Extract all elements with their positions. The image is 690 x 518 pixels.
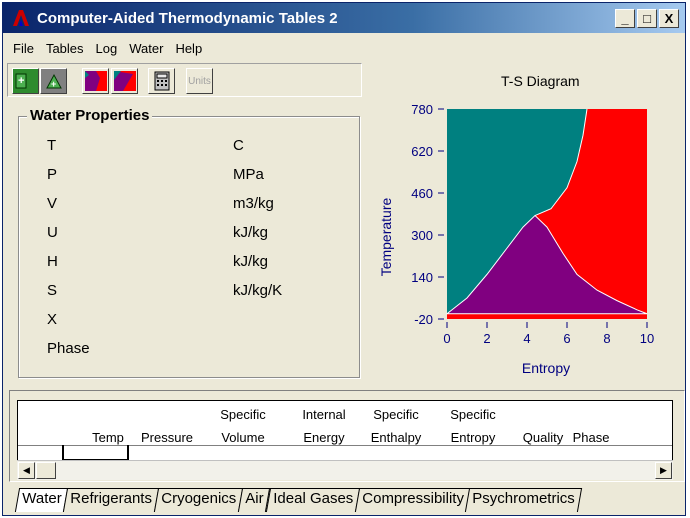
- log-panel: [9, 390, 685, 482]
- scroll-thumb[interactable]: [36, 462, 56, 479]
- tab-water[interactable]: Water: [14, 488, 69, 512]
- selected-cell[interactable]: [62, 445, 129, 460]
- menu-water[interactable]: Water: [129, 40, 164, 56]
- water-properties-panel: [18, 116, 360, 378]
- x-tick-label: 0: [443, 331, 450, 346]
- close-button[interactable]: X: [659, 8, 679, 28]
- add-cycle-icon[interactable]: +: [40, 68, 67, 94]
- x-tick-label: 10: [640, 331, 654, 346]
- menu-tables[interactable]: Tables: [45, 40, 84, 56]
- x-tick-label: 4: [523, 331, 530, 346]
- svg-text:+: +: [51, 79, 56, 89]
- y-tick-label: 620: [411, 144, 433, 159]
- header-volume-top: Specific: [220, 407, 266, 422]
- ph-diagram-icon[interactable]: [111, 68, 138, 94]
- prop-unit-v: m3/kg: [233, 195, 274, 212]
- scroll-left-arrow-icon[interactable]: ◀: [18, 462, 35, 479]
- y-tick-label: -20: [414, 312, 433, 327]
- prop-label-u: U: [47, 224, 58, 241]
- saturation-boundary-line: [534, 108, 588, 217]
- two-phase-dome: [445, 214, 648, 315]
- calculator-icon[interactable]: [148, 68, 175, 94]
- header-energy-top: Internal: [302, 407, 346, 422]
- tab-psychrometrics[interactable]: Psychrometrics: [465, 488, 582, 512]
- add-state-icon[interactable]: +: [12, 68, 39, 94]
- water-properties-title: Water Properties: [27, 107, 153, 124]
- header-enthalpy-top: Specific: [373, 407, 419, 422]
- chart-title: T-S Diagram: [501, 73, 580, 89]
- y-tick-label: 140: [411, 270, 433, 285]
- menu-help[interactable]: Help: [175, 40, 203, 56]
- tab-cryogenics[interactable]: Cryogenics: [154, 488, 244, 512]
- menu-file[interactable]: File: [13, 40, 34, 56]
- header-temp[interactable]: Temp: [92, 430, 124, 445]
- header-enthalpy[interactable]: Enthalpy: [370, 430, 422, 445]
- tab-ideal-gases[interactable]: Ideal Gases: [265, 488, 360, 512]
- maximize-button[interactable]: □: [637, 8, 657, 28]
- ts-diagram[interactable]: 780 620 460 300 140 -20 0 2 4 6 8 10 Temperature E…: [373, 97, 673, 387]
- prop-unit-t: C: [233, 137, 244, 154]
- header-entropy-top: Specific: [450, 407, 496, 422]
- menu-log[interactable]: Log: [95, 40, 118, 56]
- y-axis-label: Temperature: [378, 197, 394, 276]
- prop-label-phase: Phase: [47, 340, 90, 357]
- minimize-button[interactable]: _: [615, 8, 635, 28]
- toolbar: + + Units: [7, 63, 362, 97]
- x-tick-label: 2: [483, 331, 490, 346]
- svg-text:+: +: [18, 75, 24, 87]
- y-tick-label: 460: [411, 186, 433, 201]
- title-bar: Computer-Aided Thermodynamic Tables 2 _ …: [3, 3, 685, 33]
- header-energy[interactable]: Energy: [303, 430, 345, 445]
- y-tick-label: 300: [411, 228, 433, 243]
- horizontal-scrollbar[interactable]: ◀ ▶: [17, 460, 673, 480]
- tab-strip: Water Refrigerants Cryogenics Air Ideal …: [14, 488, 582, 512]
- header-volume[interactable]: Volume: [221, 430, 265, 445]
- prop-label-p: P: [47, 166, 58, 183]
- ts-diagram-icon[interactable]: [82, 68, 109, 94]
- prop-unit-h: kJ/kg: [233, 253, 269, 270]
- header-phase[interactable]: Phase: [572, 430, 610, 445]
- header-pressure[interactable]: Pressure: [140, 430, 194, 445]
- tab-compressibility[interactable]: Compressibility: [354, 488, 471, 512]
- scroll-right-arrow-icon[interactable]: ▶: [655, 462, 672, 479]
- x-axis-label: Entropy: [522, 360, 570, 376]
- app-logo-icon: [13, 10, 29, 26]
- prop-unit-s: kJ/kg/K: [233, 282, 283, 299]
- units-button[interactable]: Units: [186, 68, 213, 94]
- header-entropy[interactable]: Entropy: [450, 430, 496, 445]
- prop-unit-p: MPa: [233, 166, 264, 183]
- prop-label-t: T: [47, 137, 57, 154]
- x-tick-label: 6: [563, 331, 570, 346]
- x-tick-label: 8: [603, 331, 610, 346]
- window-title: Computer-Aided Thermodynamic Tables 2: [37, 9, 338, 27]
- prop-label-x: X: [47, 311, 58, 328]
- prop-label-s: S: [47, 282, 58, 299]
- header-divider: [18, 445, 672, 446]
- y-tick-label: 780: [411, 102, 433, 117]
- prop-unit-u: kJ/kg: [233, 224, 269, 241]
- prop-label-h: H: [47, 253, 58, 270]
- prop-label-v: V: [47, 195, 58, 212]
- liquid-region: [447, 109, 587, 319]
- menu-bar: File Tables Log Water Help: [3, 37, 204, 59]
- tab-refrigerants[interactable]: Refrigerants: [63, 488, 160, 512]
- header-quality[interactable]: Quality: [522, 430, 564, 445]
